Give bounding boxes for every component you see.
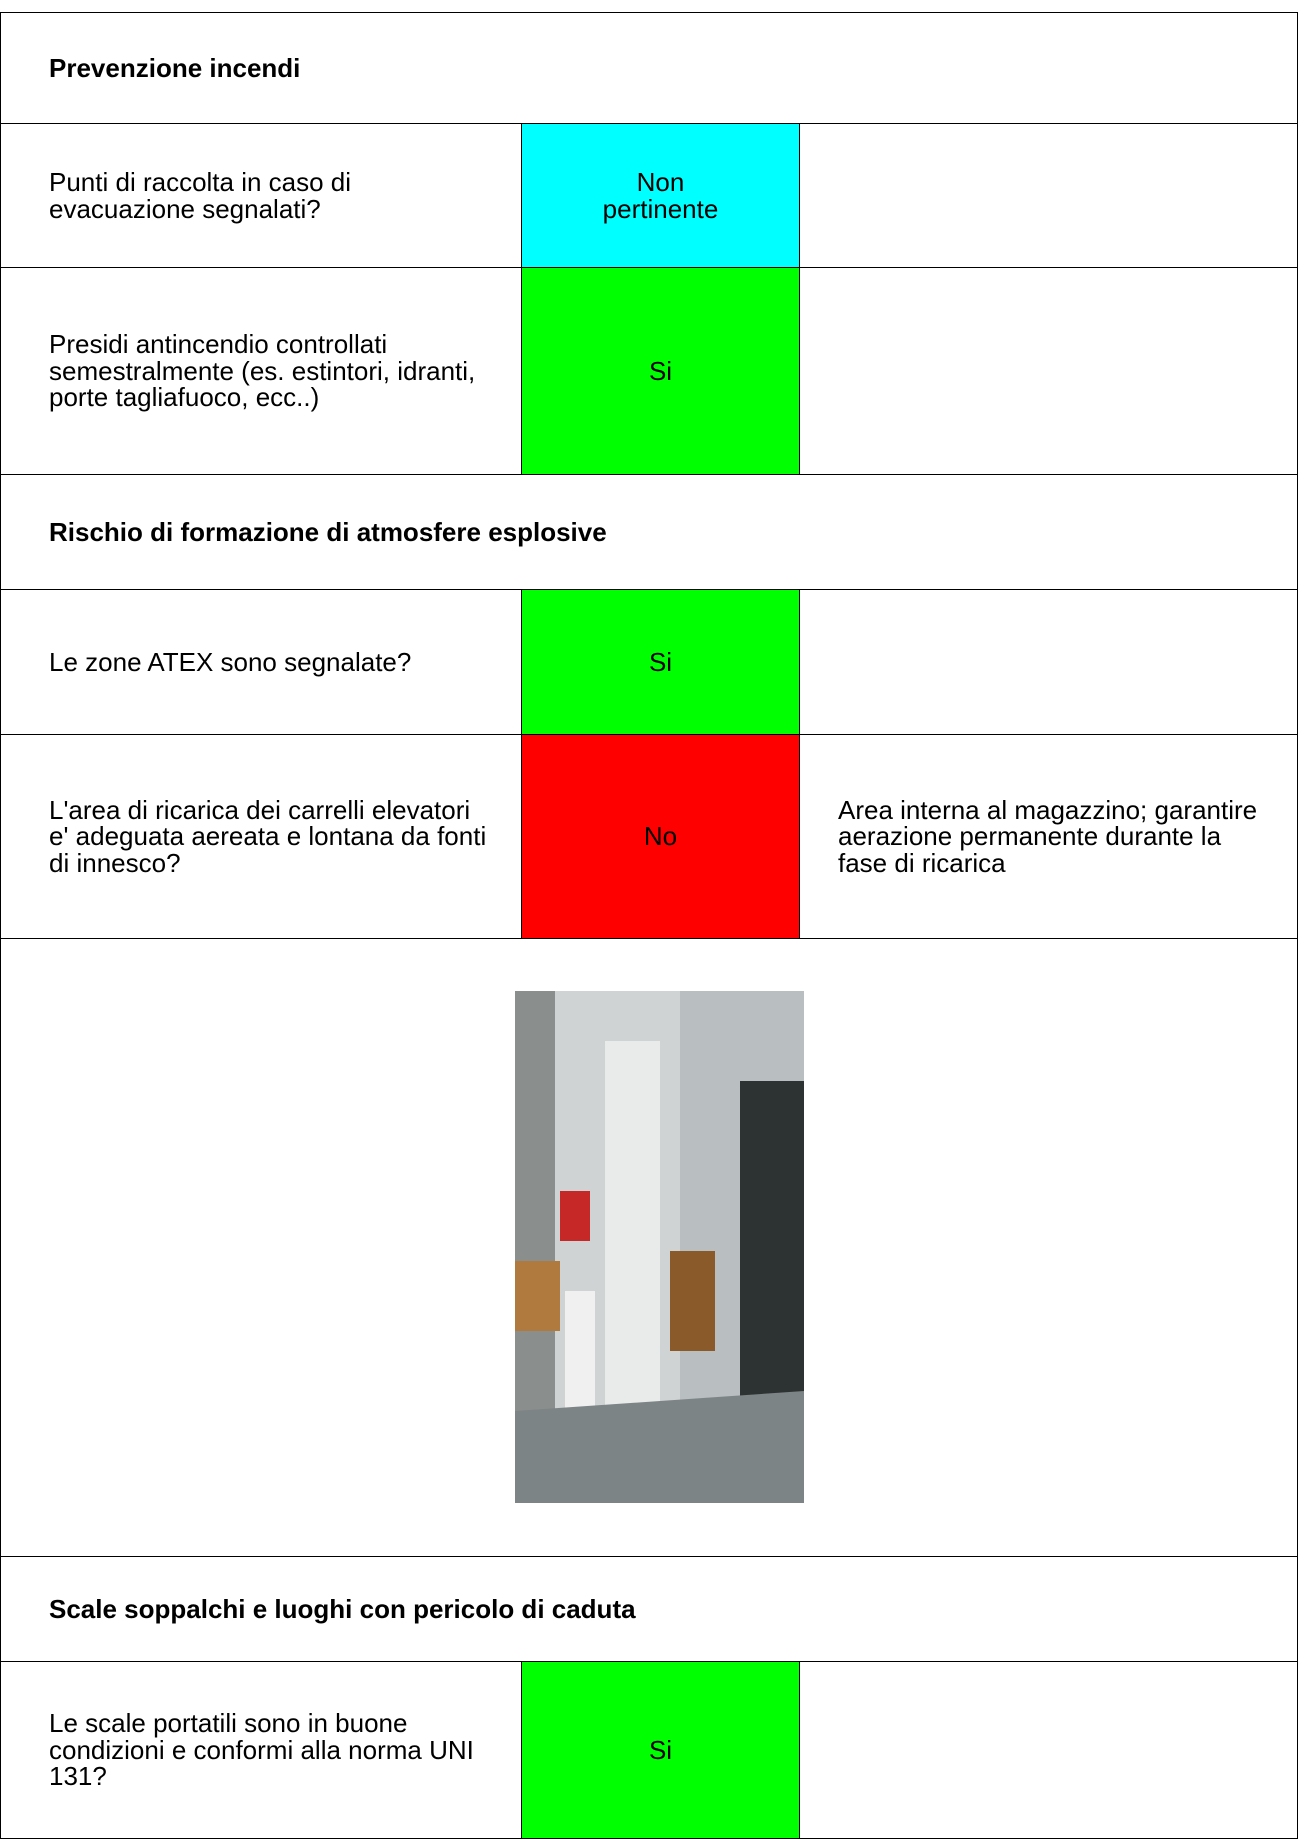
photo xyxy=(515,991,804,1503)
note-cell xyxy=(799,267,1298,475)
answer: No xyxy=(521,734,800,939)
question: Punti di raccolta in caso di evacuazione… xyxy=(0,123,522,268)
note-cell xyxy=(799,123,1298,268)
section-title: Rischio di formazione di atmosfere esplo… xyxy=(0,474,1298,590)
question: Presidi antincendio controllati semestra… xyxy=(0,267,522,475)
note-cell xyxy=(799,589,1298,735)
question: L'area di ricarica dei carrelli elevator… xyxy=(0,734,522,939)
question: Le scale portatili sono in buone condizi… xyxy=(0,1661,522,1839)
note-cell xyxy=(799,1661,1298,1839)
note: Area interna al magazzino; garantire aer… xyxy=(799,734,1298,939)
section-title: Prevenzione incendi xyxy=(0,12,1298,124)
answer: Si xyxy=(521,589,800,735)
answer: Non pertinente xyxy=(521,123,800,268)
answer: Si xyxy=(521,1661,800,1839)
question: Le zone ATEX sono segnalate? xyxy=(0,589,522,735)
section-title: Scale soppalchi e luoghi con pericolo di… xyxy=(0,1556,1298,1662)
answer: Si xyxy=(521,267,800,475)
